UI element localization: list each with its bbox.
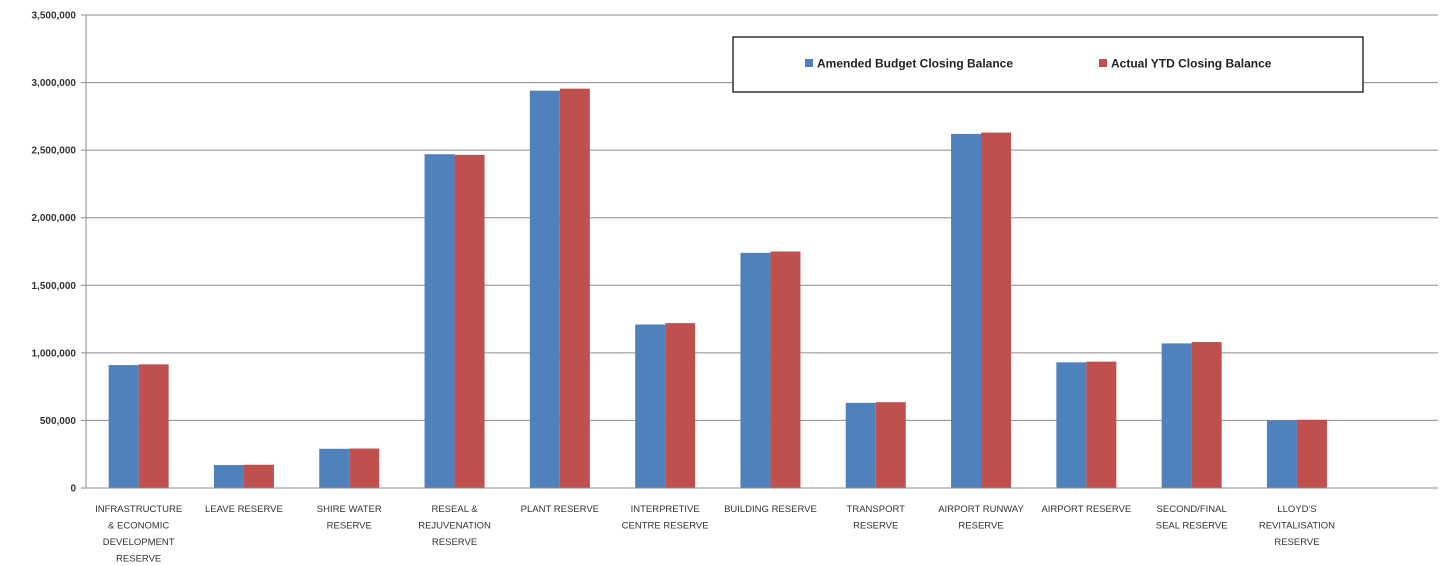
bar (875, 402, 906, 488)
bar (454, 154, 485, 488)
x-tick-label: BUILDING RESERVE (724, 504, 817, 515)
bar (243, 464, 274, 488)
x-tick-label: RESEAL & (431, 504, 478, 515)
y-tick-label: 1,500,000 (32, 281, 77, 292)
bar (740, 252, 771, 488)
y-tick-label: 3,000,000 (32, 78, 77, 89)
legend-swatch (1099, 59, 1107, 67)
bar (213, 465, 244, 488)
x-tick-label: PLANT RESERVE (521, 504, 599, 515)
bar (319, 448, 350, 488)
legend-label: Amended Budget Closing Balance (817, 57, 1013, 71)
x-tick-label: TRANSPORT (847, 504, 906, 515)
x-tick-label: RESERVE (116, 554, 161, 565)
x-tick-label: CENTRE RESERVE (622, 521, 709, 532)
x-tick-label: RESERVE (432, 537, 477, 548)
bar (1191, 342, 1222, 488)
bar (1161, 343, 1192, 488)
y-tick-label: 0 (70, 484, 76, 495)
bar (665, 323, 696, 488)
x-tick-label: AIRPORT RESERVE (1041, 504, 1131, 515)
x-tick-label: REVITALISATION (1259, 521, 1335, 532)
legend: Amended Budget Closing Balance Actual YTD… (732, 36, 1364, 93)
bar (981, 132, 1012, 488)
y-tick-label: 2,000,000 (32, 213, 77, 224)
bar (138, 364, 169, 488)
x-tick-label: INTERPRETIVE (631, 504, 700, 515)
legend-swatch (805, 59, 813, 67)
bars (108, 88, 1327, 489)
x-tick-label: SECOND/FINAL (1157, 504, 1227, 515)
bar (1056, 362, 1087, 488)
x-tick-label: AIRPORT RUNWAY (938, 504, 1024, 515)
x-tick-label: LLOYD'S (1277, 504, 1316, 515)
bar (424, 154, 455, 488)
x-tick-label: INFRASTRUCTURE (95, 504, 182, 515)
bar (1296, 419, 1327, 488)
x-tick-label: DEVELOPMENT (103, 537, 175, 548)
x-tick-label: RESERVE (853, 521, 898, 532)
y-axis: 0 500,000 1,000,000 1,500,000 2,000,000 2,500… (32, 11, 87, 495)
bar (349, 448, 380, 488)
x-axis: INFRASTRUCTURE & ECONOMIC DEVELOPMENT RESER… (86, 487, 1438, 565)
legend-label: Actual YTD Closing Balance (1111, 57, 1272, 71)
y-tick-label: 500,000 (40, 416, 77, 427)
x-tick-label: REJUVENATION (418, 521, 491, 532)
y-tick-label: 3,500,000 (32, 11, 77, 22)
x-tick-label: SEAL RESERVE (1156, 521, 1228, 532)
bar (529, 90, 560, 489)
x-tick-label: & ECONOMIC (108, 521, 169, 532)
bar (1086, 361, 1117, 488)
x-tick-label: RESERVE (327, 521, 372, 532)
bar (770, 251, 801, 488)
bar (845, 402, 876, 488)
bar (559, 88, 590, 488)
bar (108, 365, 139, 488)
bar (635, 324, 666, 488)
x-tick-label: LEAVE RESERVE (205, 504, 283, 515)
x-tick-label: SHIRE WATER (317, 504, 382, 515)
legend-box (732, 36, 1364, 93)
bar (1266, 420, 1297, 488)
bar (951, 133, 982, 488)
x-tick-label: RESERVE (958, 521, 1003, 532)
y-tick-label: 1,000,000 (32, 348, 77, 359)
x-tick-label: RESERVE (1274, 537, 1319, 548)
y-tick-label: 2,500,000 (32, 146, 77, 157)
